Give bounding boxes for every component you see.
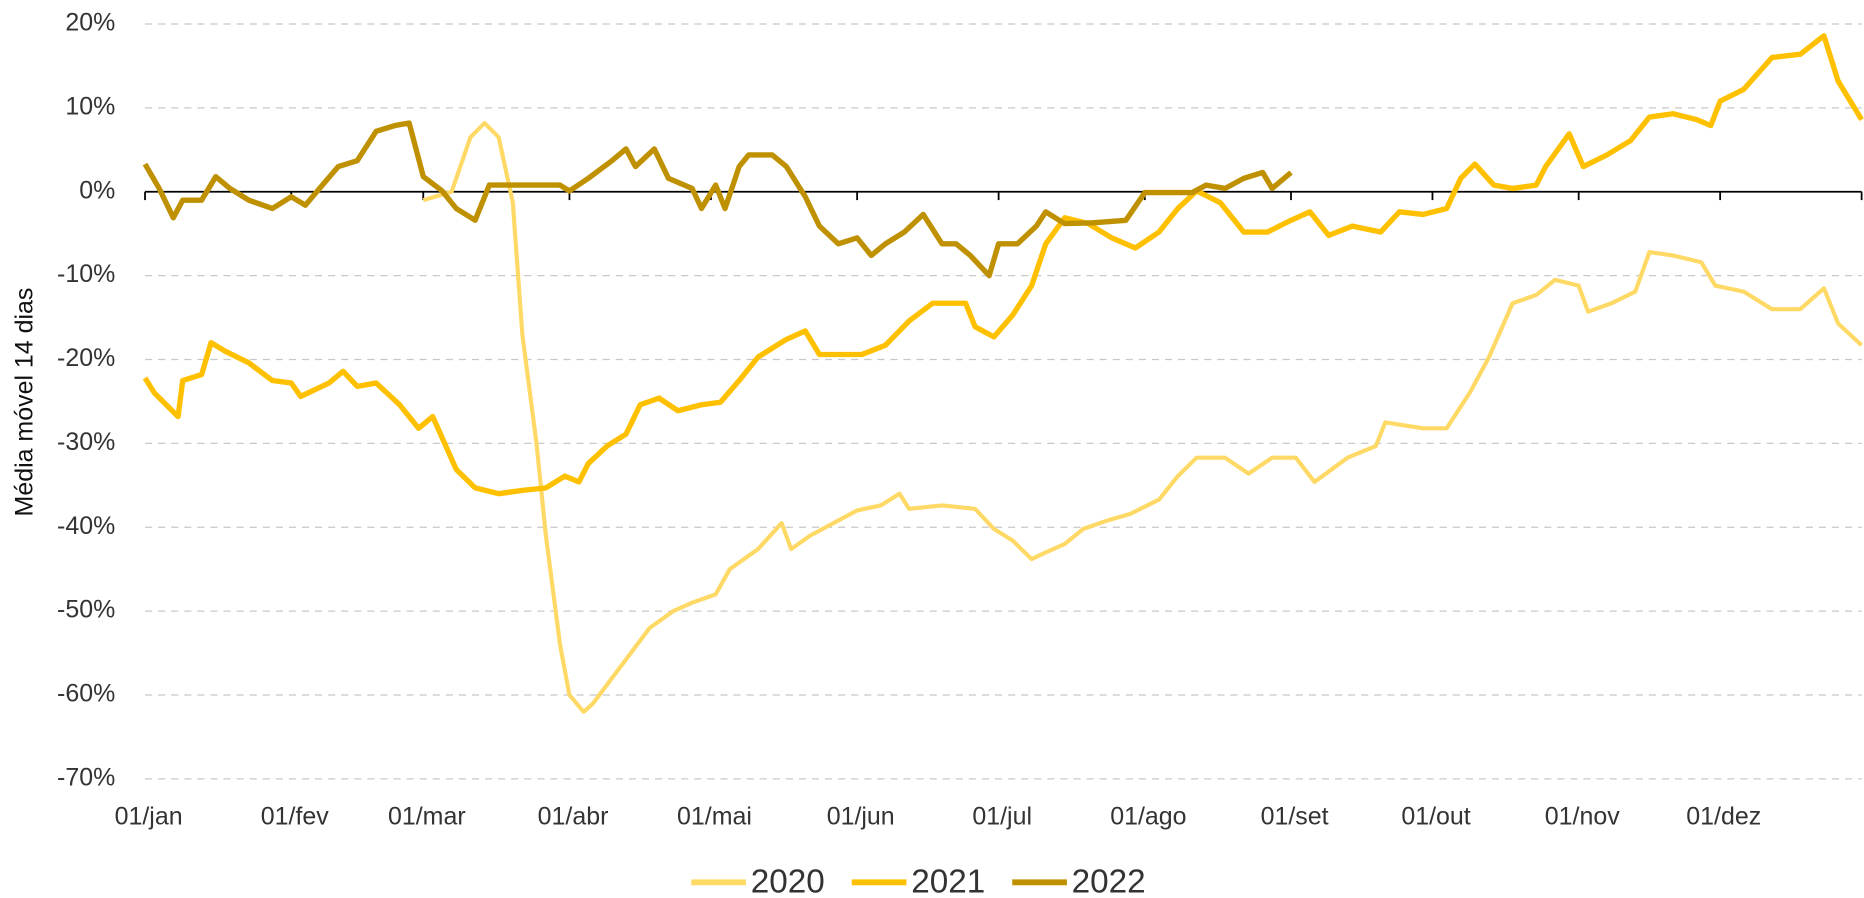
y-tick-label: -40% bbox=[57, 512, 115, 540]
y-tick-label: 10% bbox=[65, 92, 115, 120]
x-tick-label: 01/out bbox=[1401, 803, 1470, 831]
y-tick-label: -50% bbox=[57, 596, 115, 624]
y-tick-label: 20% bbox=[65, 9, 115, 37]
series-line bbox=[422, 120, 1864, 714]
y-tick-label: -10% bbox=[57, 260, 115, 288]
y-tick-label: -20% bbox=[57, 344, 115, 372]
x-tick-label: 01/nov bbox=[1545, 803, 1620, 831]
y-tick-label: 0% bbox=[79, 176, 115, 204]
series-line bbox=[142, 120, 1293, 279]
x-tick-label: 01/mar bbox=[388, 803, 466, 831]
x-tick-label: 01/ago bbox=[1110, 803, 1186, 831]
x-tick-label: 01/dez bbox=[1686, 803, 1761, 831]
x-tick-label: 01/mai bbox=[677, 803, 752, 831]
legend-label: 2020 bbox=[751, 863, 825, 898]
legend-label: 2022 bbox=[1072, 863, 1146, 898]
x-tick-label: 01/jan bbox=[115, 803, 183, 831]
x-tick-label: 01/jul bbox=[972, 803, 1032, 831]
x-tick-label: 01/jun bbox=[827, 803, 895, 831]
y-tick-label: -30% bbox=[57, 428, 115, 456]
y-axis-label: Média móvel 14 dias bbox=[11, 288, 39, 517]
series-line bbox=[142, 33, 1864, 497]
x-tick-label: 01/abr bbox=[538, 803, 609, 831]
legend-label: 2021 bbox=[911, 863, 985, 898]
x-tick-label: 01/set bbox=[1261, 803, 1329, 831]
x-tick-label: 01/fev bbox=[261, 803, 329, 831]
y-tick-label: -70% bbox=[57, 763, 115, 791]
y-tick-label: -60% bbox=[57, 680, 115, 708]
